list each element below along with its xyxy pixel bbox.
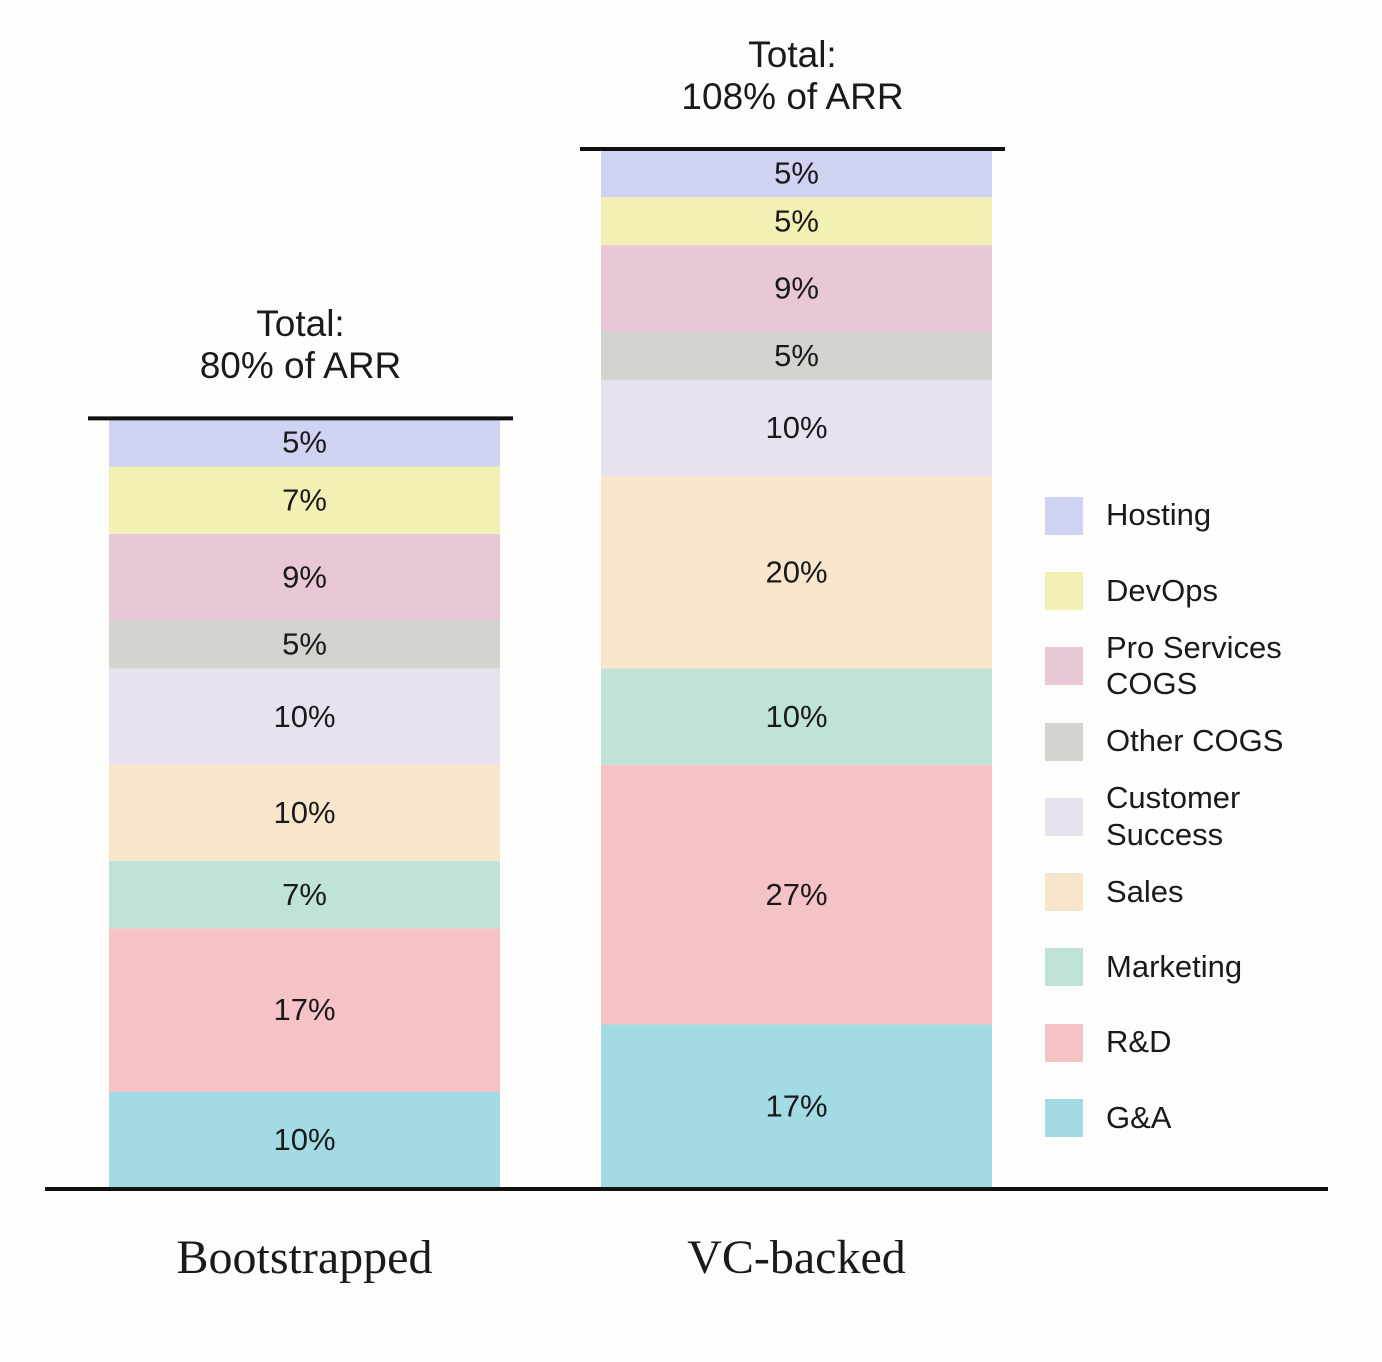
bar-segment bbox=[601, 1024, 992, 1188]
value-label: 17% bbox=[765, 1088, 827, 1123]
category-label: VC-backed bbox=[687, 1231, 906, 1284]
legend-swatch bbox=[1045, 797, 1083, 836]
bar-segment bbox=[109, 466, 500, 534]
bar-segment bbox=[601, 379, 992, 477]
legend-swatch bbox=[1045, 722, 1083, 761]
value-label: 10% bbox=[273, 699, 335, 734]
legend-label: Marketing bbox=[1106, 949, 1243, 985]
legend-item: Other COGS bbox=[1045, 704, 1316, 779]
legend-item: Sales bbox=[1045, 854, 1316, 929]
bar-segment bbox=[601, 149, 992, 198]
value-label: 7% bbox=[282, 877, 327, 912]
bar-segment bbox=[109, 928, 500, 1092]
value-label: 17% bbox=[273, 992, 335, 1027]
bar-segment bbox=[109, 418, 500, 467]
value-label: 27% bbox=[765, 877, 827, 912]
total-prefix: Total: bbox=[748, 34, 836, 75]
total-prefix: Total: bbox=[256, 303, 344, 344]
total-label: 80% of ARR bbox=[200, 345, 402, 386]
legend-swatch bbox=[1045, 647, 1083, 686]
legend-item: Customer Success bbox=[1045, 779, 1316, 854]
value-label: 5% bbox=[774, 338, 819, 373]
category-label: Bootstrapped bbox=[177, 1231, 433, 1284]
bar-segment bbox=[601, 668, 992, 765]
legend-label: R&D bbox=[1106, 1024, 1172, 1060]
legend: Hosting DevOps Pro Services COGS Other COGS… bbox=[1045, 478, 1316, 1156]
bar-segment bbox=[109, 668, 500, 765]
bar-segment bbox=[601, 331, 992, 380]
bar-segment bbox=[109, 620, 500, 669]
value-label: 10% bbox=[765, 410, 827, 445]
legend-item: G&A bbox=[1045, 1080, 1316, 1155]
bar-segment bbox=[601, 764, 992, 1025]
bar-segment bbox=[109, 533, 500, 621]
legend-label: Hosting bbox=[1106, 497, 1212, 533]
value-label: 5% bbox=[774, 155, 819, 190]
legend-label: DevOps bbox=[1106, 572, 1218, 608]
bar-segment bbox=[109, 764, 500, 861]
bar-segment bbox=[601, 197, 992, 246]
legend-label: Sales bbox=[1106, 873, 1184, 909]
legend-label: Other COGS bbox=[1106, 723, 1284, 759]
value-label: 5% bbox=[282, 425, 327, 460]
legend-swatch bbox=[1045, 948, 1083, 987]
legend-swatch bbox=[1045, 496, 1083, 535]
value-label: 10% bbox=[765, 699, 827, 734]
bar-segment bbox=[601, 245, 992, 332]
value-label: 7% bbox=[282, 482, 327, 517]
value-label: 5% bbox=[774, 203, 819, 238]
legend-item: Hosting bbox=[1045, 478, 1316, 553]
bar-segment bbox=[601, 476, 992, 669]
legend-item: R&D bbox=[1045, 1005, 1316, 1080]
legend-label: Customer Success bbox=[1106, 780, 1241, 852]
value-label: 9% bbox=[282, 559, 327, 594]
legend-item: Marketing bbox=[1045, 930, 1316, 1005]
value-label: 20% bbox=[765, 555, 827, 590]
legend-swatch bbox=[1045, 571, 1083, 610]
value-label: 10% bbox=[273, 1122, 335, 1157]
legend-swatch bbox=[1045, 1023, 1083, 1062]
legend-label: Pro Services COGS bbox=[1106, 629, 1282, 702]
value-label: 10% bbox=[273, 795, 335, 830]
bar-segment bbox=[109, 860, 500, 929]
legend-item: Pro Services COGS bbox=[1045, 629, 1316, 704]
legend-label: G&A bbox=[1106, 1099, 1172, 1135]
legend-item: DevOps bbox=[1045, 553, 1316, 628]
legend-swatch bbox=[1045, 873, 1083, 912]
bar-segment bbox=[109, 1091, 500, 1188]
value-label: 9% bbox=[774, 271, 819, 306]
value-label: 5% bbox=[282, 627, 327, 662]
total-label: 108% of ARR bbox=[681, 76, 903, 117]
legend-swatch bbox=[1045, 1099, 1083, 1138]
